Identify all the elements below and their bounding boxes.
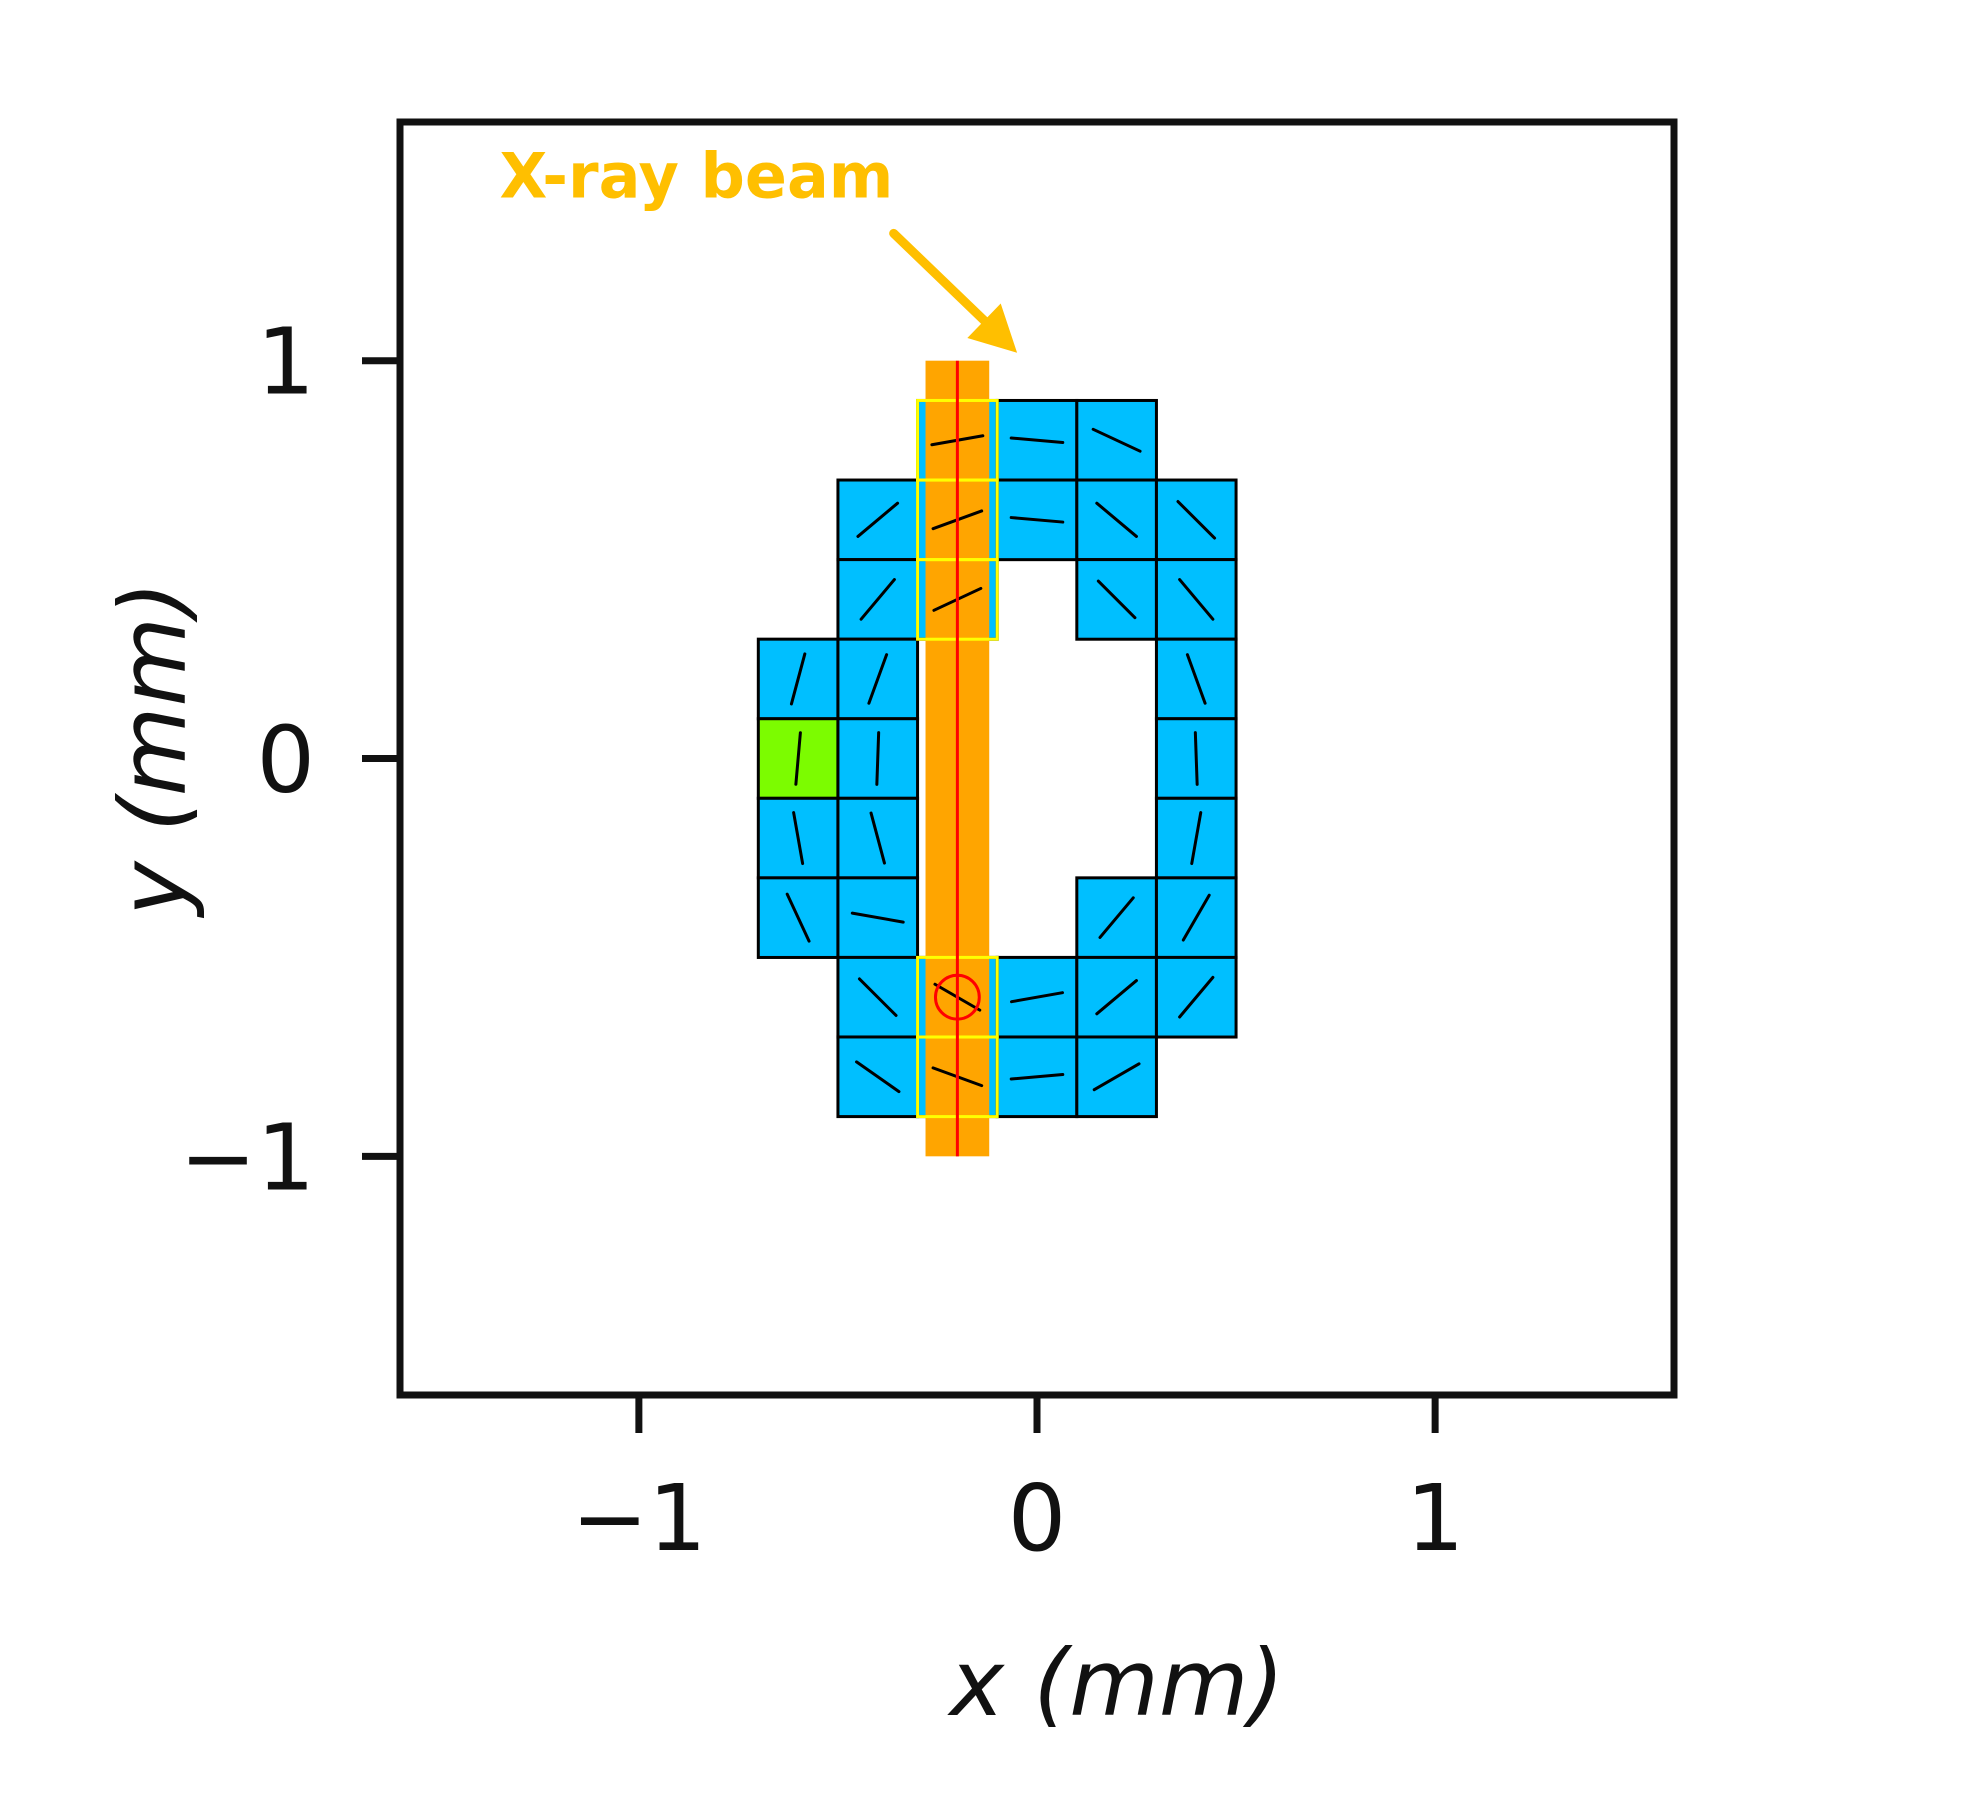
orientation-mark [1095,501,1138,538]
beam-arrow-shaft [889,228,1006,342]
orientation-mark [875,731,881,786]
beam-annotation-arrow [889,228,1018,353]
orientation-mark [855,1060,901,1094]
orientation-mark [859,578,896,621]
orientation-mark [1096,579,1137,620]
x-axis-label: x (mm) [947,1630,1285,1737]
orientation-mark [1185,653,1207,705]
beam-arrow-head [967,303,1018,353]
orientation-mark [1095,979,1138,1016]
y-axis-label: y (mm) [100,581,207,919]
cell [1075,1035,1158,1119]
orientation-mark [1009,516,1065,524]
beam-annotation-label: X-ray beam [500,140,894,213]
cell [836,637,920,721]
orientation-mark [1178,975,1215,1019]
orientation-mark [1190,811,1203,866]
orientation-mark [794,731,802,786]
cell [1154,478,1238,562]
orientation-mark [857,977,898,1017]
cell [756,876,840,959]
orientation-mark [792,811,805,866]
orientation-mark [869,811,886,865]
plot-frame [396,118,1678,1399]
orientation-mark [850,911,905,924]
beam-marker [933,973,981,1021]
orientation-mark [789,652,807,706]
orientation-mark [1092,1062,1141,1092]
orientation-mark [1176,500,1217,540]
x-tick-label: 0 [1008,1465,1067,1572]
orientation-mark [1010,991,1064,1004]
orientation-mark [785,892,811,943]
orientation-mark [856,501,900,538]
orientation-mark [1009,1072,1065,1081]
orientation-mark [1009,436,1065,445]
orientation-mark [1091,427,1142,453]
axes: −1 0 1 1 0 −1 [179,309,1464,1572]
orientation-mark [1098,896,1135,939]
orientation-mark [1181,893,1211,942]
orientation-mark [867,653,889,705]
x-tick-label: −1 [571,1465,707,1572]
x-tick-label: 1 [1406,1465,1465,1572]
cell [1154,955,1238,1039]
orientation-mark [1178,578,1215,621]
y-tick-label: 1 [256,309,315,416]
orientation-mark [1193,731,1199,786]
plot-area [756,360,1238,1157]
y-tick-label: −1 [179,1104,315,1211]
y-tick-label: 0 [256,707,315,814]
